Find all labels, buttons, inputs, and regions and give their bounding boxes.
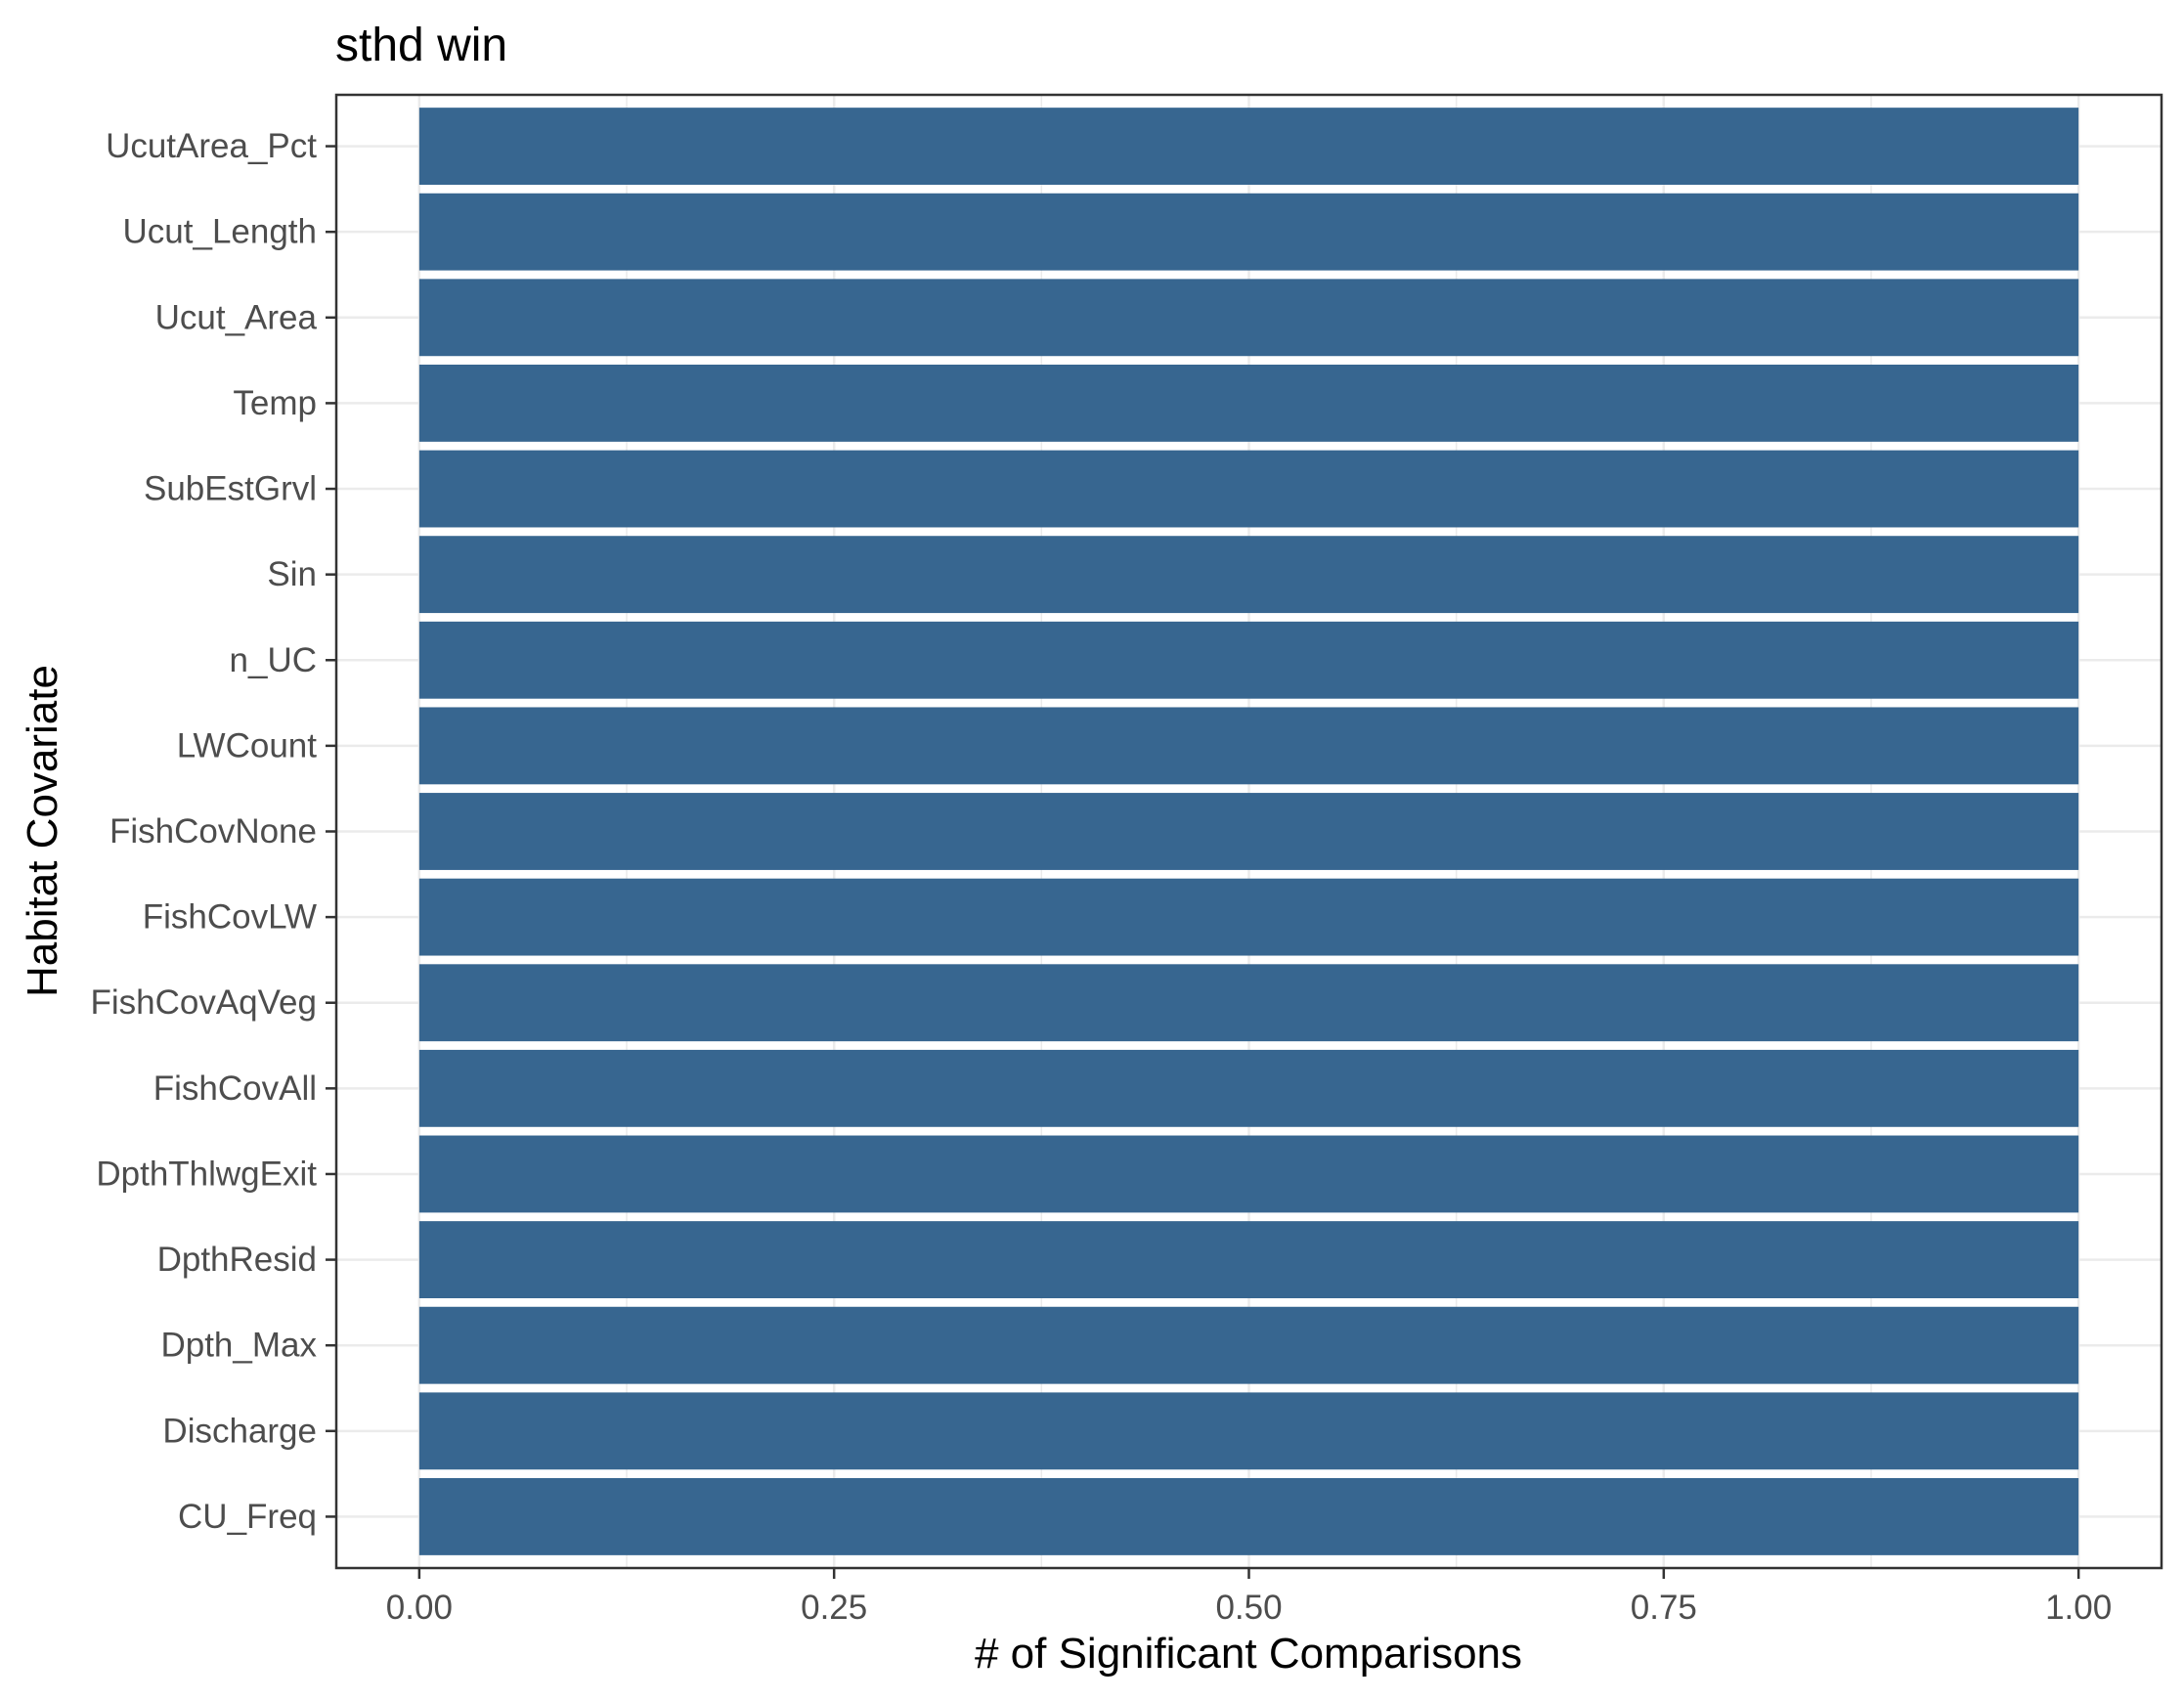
bar — [418, 1221, 2079, 1299]
bar — [418, 878, 2079, 956]
x-tick-label: 0.50 — [1215, 1589, 1282, 1627]
y-tick-label: Sin — [267, 555, 317, 593]
y-tick-label: LWCount — [177, 726, 318, 764]
y-tick-label: Temp — [233, 384, 317, 422]
bar — [418, 707, 2079, 785]
bars — [418, 108, 2079, 1555]
bar — [418, 1392, 2079, 1470]
y-tick-label: UcutArea_Pct — [106, 127, 317, 165]
bar — [418, 193, 2079, 271]
bar — [418, 108, 2079, 185]
y-tick-label: n_UC — [230, 641, 317, 679]
x-axis-title: # of Significant Comparisons — [975, 1630, 1522, 1678]
y-tick-label: FishCovNone — [109, 812, 317, 850]
bar — [418, 1306, 2079, 1384]
bar — [418, 621, 2079, 699]
y-tick-label: Dpth_Max — [160, 1327, 317, 1365]
x-tick-label: 0.00 — [386, 1589, 453, 1627]
bar — [418, 1478, 2079, 1555]
bar — [418, 1135, 2079, 1213]
x-tick-label: 0.75 — [1631, 1589, 1697, 1627]
bar — [418, 536, 2079, 614]
chart-title: sthd win — [335, 20, 507, 71]
y-tick-label: Ucut_Area — [155, 298, 318, 336]
bar — [418, 279, 2079, 357]
y-tick-label: CU_Freq — [178, 1498, 317, 1536]
bar — [418, 964, 2079, 1042]
y-tick-label: FishCovAll — [153, 1069, 317, 1108]
y-axis: UcutArea_Pct Ucut_Length Ucut_Area Temp SubE… — [90, 127, 336, 1536]
y-tick-label: FishCovAqVeg — [90, 983, 317, 1022]
y-tick-label: DpthResid — [157, 1241, 317, 1279]
bar — [418, 793, 2079, 870]
y-tick-label: Ucut_Length — [123, 213, 317, 251]
bar — [418, 364, 2079, 442]
bar — [418, 450, 2079, 528]
y-tick-label: SubEstGrvl — [144, 470, 317, 508]
y-tick-label: FishCovLW — [143, 898, 317, 937]
y-tick-label: DpthThlwgExit — [96, 1155, 317, 1193]
y-axis-title: Habitat Covariate — [19, 665, 66, 997]
bar — [418, 1049, 2079, 1127]
y-tick-label: Discharge — [162, 1412, 317, 1450]
x-tick-label: 0.25 — [801, 1589, 867, 1627]
x-axis: 0.00 0.25 0.50 0.75 1.00 — [386, 1568, 2112, 1627]
x-tick-label: 1.00 — [2045, 1589, 2112, 1627]
